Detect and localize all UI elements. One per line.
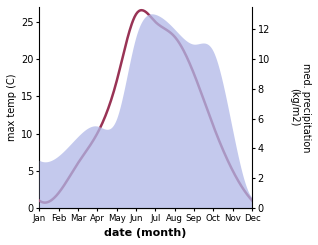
Y-axis label: med. precipitation
(kg/m2): med. precipitation (kg/m2)	[289, 63, 311, 152]
X-axis label: date (month): date (month)	[104, 228, 187, 238]
Y-axis label: max temp (C): max temp (C)	[7, 74, 17, 141]
